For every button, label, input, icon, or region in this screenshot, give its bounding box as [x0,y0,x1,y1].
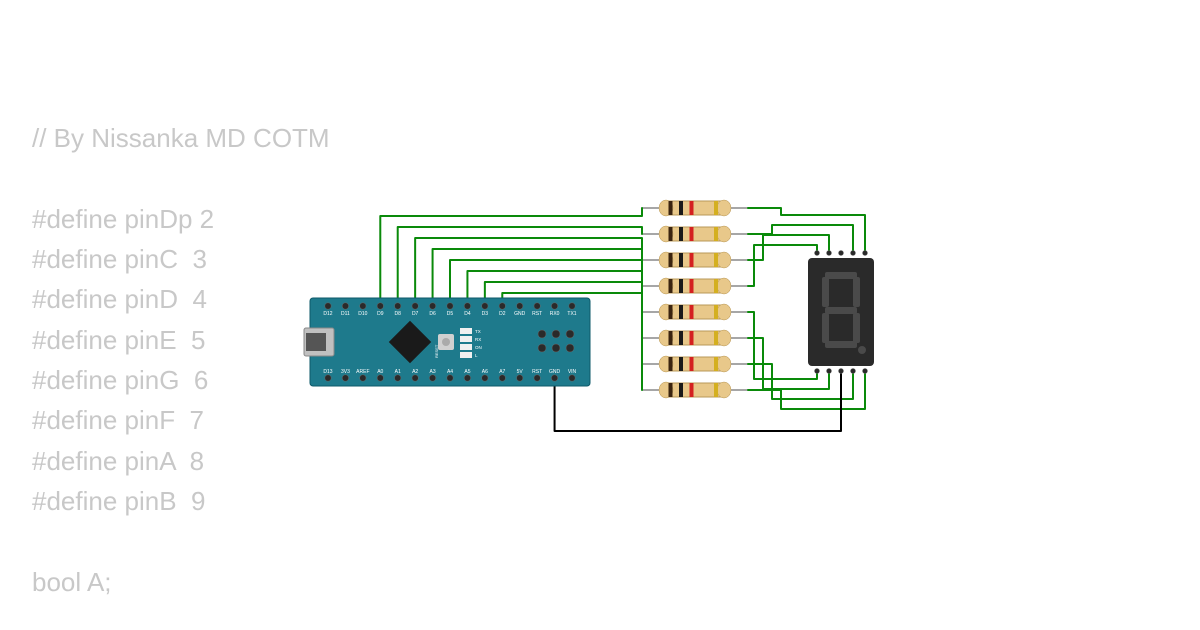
code-line: #define pinC 3 [32,244,207,274]
svg-text:D10: D10 [358,311,367,317]
svg-text:RESET: RESET [434,344,439,358]
svg-text:RX: RX [475,337,481,342]
svg-text:TX: TX [475,329,481,334]
svg-text:A3: A3 [430,369,436,375]
svg-text:D11: D11 [341,311,350,317]
svg-text:D2: D2 [499,311,506,317]
svg-text:GND: GND [514,311,526,317]
code-comment: // By Nissanka MD COTM [32,123,330,153]
svg-text:D3: D3 [482,311,489,317]
svg-text:RX0: RX0 [550,311,560,317]
svg-text:D7: D7 [412,311,419,317]
svg-text:A4: A4 [447,369,453,375]
code-block: // By Nissanka MD COTM #define pinDp 2 #… [32,78,330,602]
svg-text:D5: D5 [447,311,454,317]
svg-text:D4: D4 [464,311,471,317]
code-line: #define pinD 4 [32,284,207,314]
svg-text:A1: A1 [395,369,401,375]
svg-text:A6: A6 [482,369,488,375]
svg-text:L: L [475,353,478,358]
svg-text:RST: RST [532,311,542,317]
code-line: #define pinDp 2 [32,204,214,234]
svg-text:A0: A0 [377,369,383,375]
code-trailing: bool A; [32,567,112,597]
code-line: #define pinF 7 [32,405,204,435]
svg-text:3V3: 3V3 [341,369,350,375]
svg-text:AREF: AREF [356,369,369,375]
svg-text:VIN: VIN [568,369,577,375]
svg-text:D9: D9 [377,311,384,317]
svg-text:GND: GND [549,369,561,375]
svg-text:RST: RST [532,369,542,375]
svg-text:ON: ON [475,345,482,350]
svg-text:TX1: TX1 [567,311,576,317]
svg-text:D6: D6 [429,311,436,317]
code-line: #define pinE 5 [32,325,205,355]
svg-text:D8: D8 [395,311,402,317]
code-line: #define pinA 8 [32,446,204,476]
svg-text:A5: A5 [464,369,470,375]
svg-text:A7: A7 [499,369,505,375]
svg-text:5V: 5V [517,369,524,375]
svg-text:A2: A2 [412,369,418,375]
code-line: #define pinG 6 [32,365,208,395]
code-line: #define pinB 9 [32,486,205,516]
